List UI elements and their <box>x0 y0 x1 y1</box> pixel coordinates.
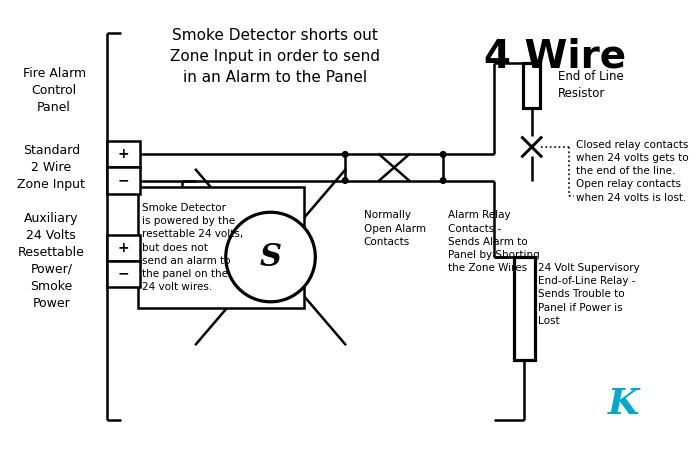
Bar <box>138 187 304 308</box>
Circle shape <box>440 151 446 157</box>
Text: Smoke Detector
is powered by the
resettable 24 volts,
but does not
send an alarm: Smoke Detector is powered by the resetta… <box>142 203 243 292</box>
Circle shape <box>440 178 446 183</box>
Text: End of Line
Resistor: End of Line Resistor <box>558 70 624 101</box>
Bar <box>107 168 140 194</box>
Bar <box>107 261 140 287</box>
Text: Smoke Detector shorts out
Zone Input in order to send
in an Alarm to the Panel: Smoke Detector shorts out Zone Input in … <box>170 28 380 85</box>
Text: K: K <box>608 387 639 421</box>
Bar <box>524 63 540 108</box>
Text: −: − <box>118 267 130 281</box>
Text: Standard
2 Wire
Zone Input: Standard 2 Wire Zone Input <box>18 144 85 191</box>
Text: Auxiliary
24 Volts
Resettable
Power/
Smoke
Power: Auxiliary 24 Volts Resettable Power/ Smo… <box>18 212 85 310</box>
Bar <box>107 141 140 168</box>
Text: Normally
Open Alarm
Contacts: Normally Open Alarm Contacts <box>364 210 426 247</box>
Bar <box>514 257 535 360</box>
Text: Fire Alarm
Control
Panel: Fire Alarm Control Panel <box>22 67 85 114</box>
Text: +: + <box>118 147 130 162</box>
Text: +: + <box>118 241 130 255</box>
Circle shape <box>342 178 348 183</box>
Circle shape <box>342 151 348 157</box>
Bar <box>107 235 140 261</box>
Text: S: S <box>260 241 281 273</box>
Circle shape <box>226 212 315 302</box>
Text: 4 Wire: 4 Wire <box>484 38 626 75</box>
Text: Alarm Relay
Contacts -
Sends Alarm to
Panel by Shorting
the Zone Wires: Alarm Relay Contacts - Sends Alarm to Pa… <box>448 210 540 273</box>
Text: −: − <box>118 174 130 188</box>
Text: 24 Volt Supervisory
End-of-Line Relay -
Sends Trouble to
Panel if Power is
Lost: 24 Volt Supervisory End-of-Line Relay - … <box>538 263 640 326</box>
Text: Closed relay contacts
when 24 volts gets to
the end of the line.
Open relay cont: Closed relay contacts when 24 volts gets… <box>575 140 688 202</box>
